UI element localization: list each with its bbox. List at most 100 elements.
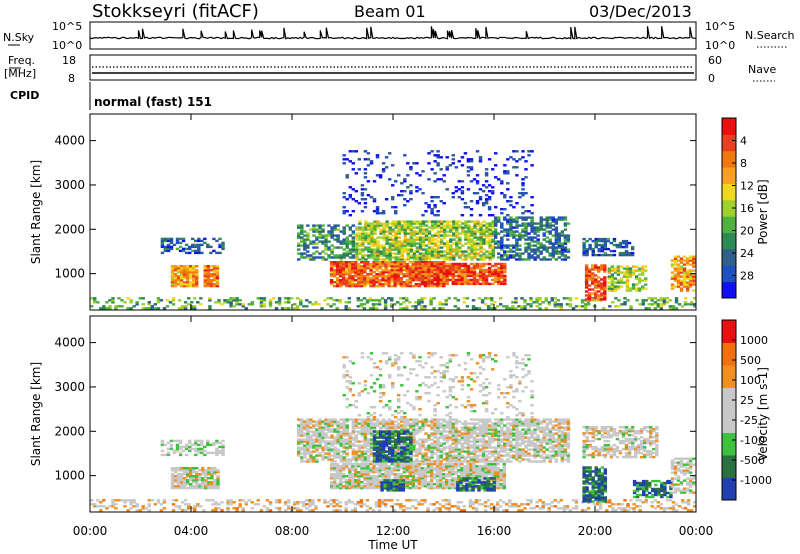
range-gate-cell xyxy=(384,275,388,278)
range-gate-cell xyxy=(656,505,661,508)
range-gate-cell xyxy=(179,279,184,282)
range-gate-cell xyxy=(329,503,333,506)
range-gate-cell xyxy=(449,250,453,253)
range-gate-cell xyxy=(445,268,449,272)
range-gate-cell xyxy=(430,254,435,257)
range-gate-cell xyxy=(457,454,462,457)
range-gate-cell xyxy=(487,282,492,286)
range-gate-cell xyxy=(351,150,356,153)
range-gate-cell xyxy=(366,180,371,183)
range-gate-cell xyxy=(676,277,681,280)
range-gate-cell xyxy=(384,446,389,449)
nave-tick-bottom: 0 xyxy=(708,72,715,85)
range-gate-cell xyxy=(523,507,527,510)
range-gate-cell xyxy=(315,242,319,245)
range-gate-cell xyxy=(321,448,325,451)
range-gate-cell xyxy=(324,428,328,431)
range-gate-cell xyxy=(479,234,483,237)
range-gate-cell xyxy=(424,236,429,239)
range-gate-cell xyxy=(440,230,444,233)
range-gate-cell xyxy=(351,224,356,227)
range-gate-cell xyxy=(200,439,204,443)
range-gate-cell xyxy=(468,505,473,508)
range-gate-cell xyxy=(583,303,588,306)
range-gate-cell xyxy=(630,247,635,251)
range-gate-cell xyxy=(208,499,212,502)
range-gate-cell xyxy=(90,503,94,506)
range-gate-cell xyxy=(321,456,325,459)
range-gate-cell xyxy=(394,248,398,251)
range-gate-cell xyxy=(351,444,356,447)
range-gate-cell xyxy=(612,243,617,247)
range-gate-cell xyxy=(521,222,525,225)
range-gate-cell xyxy=(442,272,446,276)
range-gate-cell xyxy=(568,297,573,300)
range-gate-cell xyxy=(396,261,400,264)
range-gate-cell xyxy=(250,507,255,510)
range-gate-cell xyxy=(494,236,498,239)
range-gate-cell xyxy=(584,270,589,273)
range-gate-cell xyxy=(614,305,618,308)
range-gate-cell xyxy=(560,230,565,233)
range-gate-cell xyxy=(172,439,177,443)
range-gate-cell xyxy=(463,428,468,431)
range-gate-cell xyxy=(192,486,196,490)
range-gate-cell xyxy=(207,486,211,490)
range-gate-cell xyxy=(400,240,405,243)
range-gate-cell xyxy=(421,222,426,225)
range-gate-cell xyxy=(277,301,282,304)
range-gate-cell xyxy=(668,507,673,510)
range-gate-cell xyxy=(215,273,220,276)
range-gate-cell xyxy=(302,501,306,504)
range-gate-cell xyxy=(102,305,106,308)
range-gate-cell xyxy=(473,226,477,229)
range-gate-cell xyxy=(427,436,431,439)
range-gate-cell xyxy=(415,442,419,445)
range-gate-cell xyxy=(342,240,346,243)
range-gate-cell xyxy=(436,278,440,282)
range-gate-cell xyxy=(493,307,497,310)
range-gate-cell xyxy=(526,503,530,506)
range-gate-cell xyxy=(421,438,425,441)
range-gate-cell xyxy=(499,499,503,502)
range-gate-cell xyxy=(378,279,382,282)
range-gate-cell xyxy=(397,448,401,451)
range-gate-cell xyxy=(467,236,471,239)
range-gate-cell xyxy=(90,297,94,300)
range-gate-cell xyxy=(156,499,161,502)
range-gate-cell xyxy=(408,277,413,280)
range-gate-cell xyxy=(381,438,386,441)
range-gate-cell xyxy=(460,268,465,272)
colorbar-tick-label: 20 xyxy=(740,225,754,238)
range-gate-cell xyxy=(409,426,413,429)
range-gate-cell xyxy=(421,440,425,443)
range-gate-cell xyxy=(503,258,507,261)
range-gate-cell xyxy=(424,250,429,253)
range-gate-cell xyxy=(402,301,406,304)
range-gate-cell xyxy=(460,156,465,159)
range-gate-cell xyxy=(563,256,568,259)
range-gate-cell xyxy=(461,222,465,225)
range-gate-cell xyxy=(494,272,498,276)
range-gate-cell xyxy=(287,499,291,502)
range-gate-cell xyxy=(530,240,534,243)
range-gate-cell xyxy=(603,278,607,281)
nsky-frame xyxy=(89,21,697,50)
range-gate-cell xyxy=(169,439,174,443)
range-gate-cell xyxy=(607,287,612,290)
range-gate-cell xyxy=(330,250,334,253)
range-gate-cell xyxy=(179,467,184,470)
range-gate-cell xyxy=(141,307,145,310)
range-gate-cell xyxy=(366,442,371,445)
range-gate-cell xyxy=(211,503,215,506)
range-gate-cell xyxy=(402,505,406,508)
colorbar-swatch xyxy=(722,167,736,184)
range-gate-cell xyxy=(382,234,386,237)
range-gate-cell xyxy=(390,299,394,302)
range-gate-cell xyxy=(372,418,377,421)
range-gate-cell xyxy=(309,454,313,457)
range-gate-cell xyxy=(585,239,589,243)
range-gate-cell xyxy=(333,452,337,455)
range-gate-cell xyxy=(673,277,678,280)
range-gate-cell xyxy=(171,303,176,306)
